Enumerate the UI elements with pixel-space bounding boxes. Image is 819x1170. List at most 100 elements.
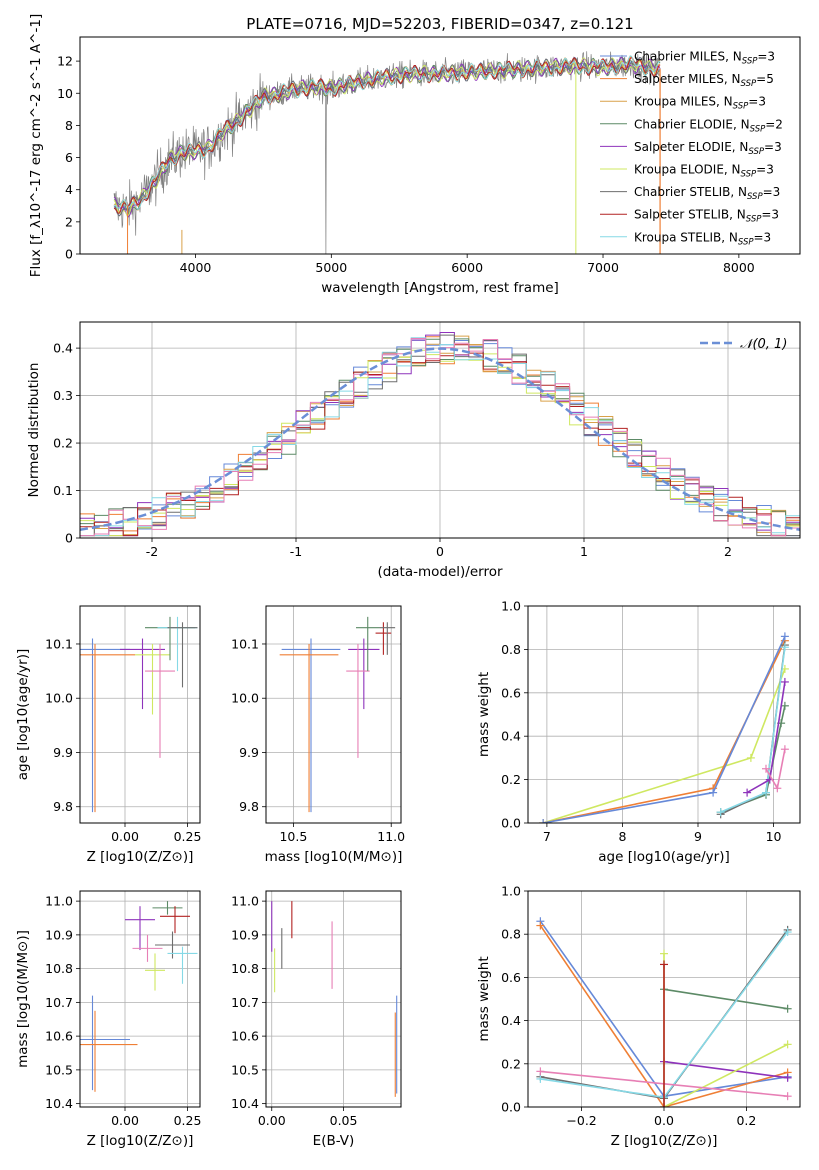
y-tick-label: 0.8	[501, 927, 521, 942]
legend-text: Salpeter ELODIE, N	[634, 140, 748, 154]
x-tick-label: 9	[694, 829, 702, 844]
axes-frame	[265, 605, 402, 824]
weight-line-salpeter_miles	[539, 925, 788, 1107]
legend-suffix: =3	[761, 208, 779, 222]
y-tick-label: 10.1	[231, 636, 259, 651]
y-tick-label: 0.8	[501, 642, 521, 657]
panel-z_weight: −0.2 0.0 0.2 0.0 0.2 0.4 0.6 0.8 1.0 Z [log10(Z/Z…	[476, 884, 801, 1149]
legend-entry-label: Kroupa ELODIE, NSSP=3	[634, 163, 774, 180]
normal-curve-line	[80, 347, 800, 531]
y-tick-label: 10.9	[45, 927, 73, 942]
axes-frame	[265, 890, 402, 1108]
weight-line-salpeter_elodie	[663, 1060, 788, 1079]
model-spectrum-salpeter_stelib	[113, 56, 661, 214]
y-axis-label: Normed distribution	[26, 363, 42, 498]
x-tick-label: 7	[543, 829, 551, 844]
y-axis-label: mass weight	[476, 956, 492, 1041]
y-tick-label: 10.6	[45, 1029, 73, 1044]
y-tick-label: 0.4	[501, 1013, 521, 1028]
legend-suffix: =3	[757, 50, 775, 64]
y-tick-label: 9.8	[53, 799, 73, 814]
panel-mass_age: 10.5 11.0 9.8 9.9 10.0 10.1 mass [log10(M/M⊙)]	[231, 605, 405, 865]
y-tick-label: 10.8	[45, 961, 73, 976]
x-axis-label: Z [log10(Z/Z⊙)]	[611, 1133, 718, 1149]
model-spectrum-chabrier_stelib	[113, 56, 661, 217]
legend-suffix: =3	[748, 95, 766, 109]
legend-text: Kroupa ELODIE, N	[634, 163, 741, 177]
y-tick-label: 1.0	[501, 884, 521, 899]
legend-subscript: SSP	[741, 79, 757, 89]
y-axis-label: mass [log10(M/M⊙)]	[15, 930, 31, 1068]
plot-area	[80, 332, 800, 537]
y-tick-label: 10	[57, 86, 73, 101]
x-tick-label: 0.25	[174, 829, 202, 844]
legend-entry-label: Salpeter MILES, NSSP=5	[634, 72, 774, 89]
legend: 𝒩(0, 1)	[700, 337, 787, 352]
x-tick-label: -2	[146, 544, 158, 559]
x-tick-label: 4000	[180, 260, 212, 275]
y-tick-label: 1.0	[501, 599, 521, 614]
x-tick-label: 0.00	[111, 829, 139, 844]
y-tick-label: 12	[57, 54, 73, 69]
y-tick-label: 10.4	[231, 1096, 259, 1111]
y-tick-label: 2	[65, 214, 73, 229]
legend-suffix: =3	[763, 185, 781, 199]
legend-entry-label: Kroupa STELIB, NSSP=3	[634, 230, 771, 247]
legend-entry-label: Salpeter STELIB, NSSP=3	[634, 208, 779, 225]
plot-area	[271, 901, 398, 1097]
legend-text: Chabrier ELODIE, N	[634, 117, 750, 131]
plot-area	[539, 632, 789, 823]
legend-suffix: =2	[765, 117, 783, 131]
x-tick-label: 0.2	[736, 1113, 756, 1128]
y-tick-label: 9.9	[53, 745, 73, 760]
x-tick-label: 8000	[723, 260, 755, 275]
weight-line-kroupa_stelib	[720, 647, 786, 813]
x-axis-label: age [log10(age/yr)]	[598, 849, 730, 865]
x-axis-label: Z [log10(Z/Z⊙)]	[87, 849, 194, 865]
y-tick-label: 0.2	[53, 436, 73, 451]
weight-line-kroupa_elodie	[663, 953, 788, 1107]
plot-area	[536, 917, 792, 1107]
model-spectrum-kroupa_elodie	[113, 57, 661, 217]
x-tick-label: 0.0	[654, 1113, 674, 1128]
y-tick-label: 10.9	[231, 927, 259, 942]
plot-area	[113, 51, 661, 254]
legend-subscript: SSP	[747, 192, 763, 202]
legend-text: Chabrier STELIB, N	[634, 185, 747, 199]
y-tick-label: 0.4	[501, 729, 521, 744]
x-axis-label: E(B-V)	[313, 1133, 355, 1149]
figure-title: PLATE=0716, MJD=52203, FIBERID=0347, z=0…	[246, 15, 633, 33]
legend-entry-label: 𝒩(0, 1)	[740, 337, 787, 352]
panel-z_age: 0.00 0.25 9.8 9.9 10.0 10.1 Z [log10(Z/Z⊙)] age…	[15, 605, 202, 865]
y-tick-label: 10.7	[45, 995, 73, 1010]
y-tick-label: 8	[65, 118, 73, 133]
legend-entry-label: Chabrier STELIB, NSSP=3	[634, 185, 780, 202]
panel-spectrum: 4000 5000 6000 7000 8000 0 2 4 6 8 10 12 wavelength …	[28, 14, 801, 296]
legend-subscript: SSP	[750, 124, 766, 134]
legend-suffix: =3	[756, 163, 774, 177]
x-axis-label: Z [log10(Z/Z⊙)]	[87, 1133, 194, 1149]
model-spectrum-kroupa_stelib	[113, 55, 661, 210]
legend-entry-label: Chabrier ELODIE, NSSP=2	[634, 117, 783, 134]
x-tick-label: 7000	[587, 260, 619, 275]
axes-frame	[527, 890, 801, 1108]
histogram-salpeter_elodie	[80, 332, 800, 537]
panel-ebv_mass: 0.00 0.05 10.4 10.5 10.6 10.7 10.8 10.9 11.0 E(B-…	[231, 890, 402, 1149]
legend-subscript: SSP	[746, 215, 762, 225]
axes-frame	[79, 321, 801, 539]
x-tick-label: 5000	[315, 260, 347, 275]
y-tick-label: 0.0	[501, 1100, 521, 1115]
legend-text: Kroupa MILES, N	[634, 95, 733, 109]
x-tick-label: −0.2	[566, 1113, 596, 1128]
y-tick-label: 11.0	[45, 894, 73, 909]
x-tick-label: 6000	[451, 260, 483, 275]
y-tick-label: 10.5	[231, 1062, 259, 1077]
legend-text: Kroupa STELIB, N	[634, 230, 738, 244]
x-tick-label: 1	[580, 544, 588, 559]
plot-area	[80, 616, 198, 813]
weight-line-chabrier_miles	[542, 636, 786, 823]
x-tick-label: 0.25	[174, 1113, 202, 1128]
legend-subscript: SSP	[733, 102, 749, 112]
legend-suffix: =3	[764, 140, 782, 154]
axes-frame	[79, 890, 201, 1108]
